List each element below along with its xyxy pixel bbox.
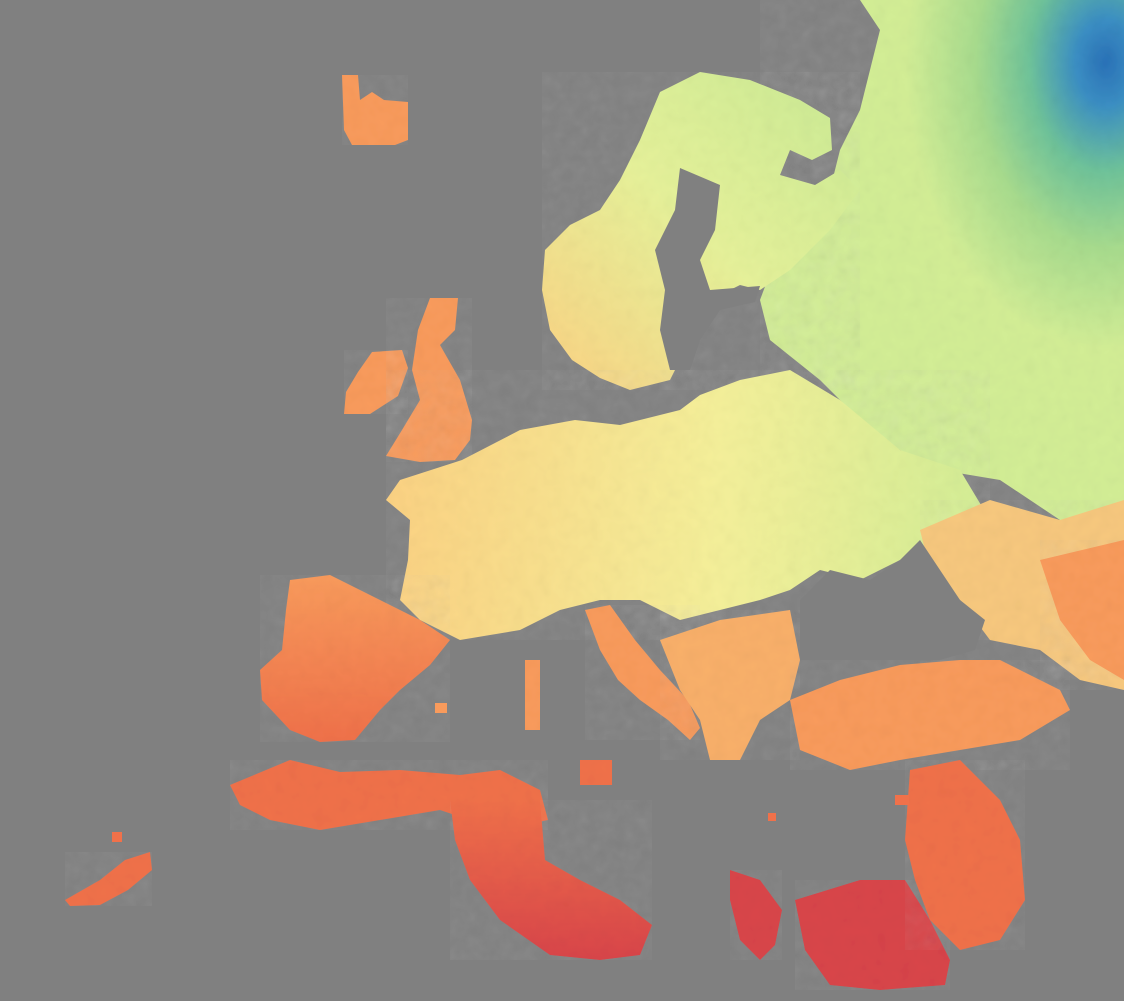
region-egypt [730,870,782,960]
region-malta [768,813,776,821]
region-canary-islands [65,852,152,906]
region-sicily [580,760,612,785]
region-arabian-peninsula [795,880,950,990]
region-eastern-europe [920,500,1124,690]
region-anatolia [790,660,1070,770]
region-corsica [435,703,447,713]
region-northern-russia [760,0,1124,520]
region-great-britain [386,298,472,462]
region-caucasus-hot [1040,540,1124,680]
region-balkans [660,610,800,760]
region-sardinia [525,660,540,730]
sea-gulf-of-bothnia [655,168,760,370]
region-levant [905,760,1025,950]
region-italy [585,605,700,740]
region-ireland [344,350,408,414]
region-libya [450,800,652,960]
region-canary-islands-small [112,832,122,842]
region-iberian-peninsula [260,575,450,742]
region-iceland [342,75,408,145]
sea-black-sea [800,540,985,680]
region-cyprus [895,795,909,805]
